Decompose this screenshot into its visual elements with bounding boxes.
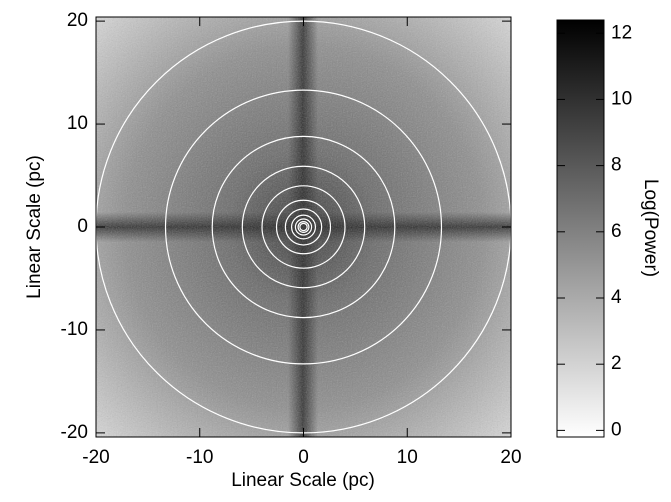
contour-circle — [299, 222, 308, 232]
colorbar-tick-label: 10 — [611, 88, 632, 109]
contour-circle — [164, 89, 443, 365]
x-tick-label: 0 — [298, 447, 309, 468]
y-axis-label: Linear Scale (pc) — [24, 155, 45, 299]
colorbar — [556, 19, 605, 438]
colorbar-tick-label: 6 — [611, 221, 622, 242]
colorbar-tick-label: 8 — [611, 155, 622, 176]
y-tick-label: 0 — [77, 216, 88, 237]
x-tick-label: 20 — [500, 447, 521, 468]
x-tick-label: -10 — [186, 447, 213, 468]
contour-circle — [211, 135, 396, 319]
colorbar-tick-label: 12 — [611, 22, 632, 43]
contour-circle — [241, 165, 366, 289]
contour-circle — [284, 208, 323, 246]
colorbar-tick-label: 0 — [611, 419, 622, 440]
y-tick-label: -10 — [61, 319, 88, 340]
y-tick-label: 20 — [67, 10, 88, 31]
x-tick-label: 10 — [397, 447, 418, 468]
contour-circle — [275, 199, 332, 255]
contour-circle — [290, 214, 317, 240]
contour-circle — [294, 218, 313, 236]
colorbar-tick-label: 4 — [611, 287, 622, 308]
contour-circle — [261, 185, 346, 269]
colorbar-tick-label: 2 — [611, 353, 622, 374]
y-tick-label: 10 — [67, 113, 88, 134]
y-tick-label: -20 — [61, 422, 88, 443]
colorbar-label: Log(Power) — [640, 179, 661, 277]
x-axis-label: Linear Scale (pc) — [231, 470, 375, 491]
contour-circle — [297, 221, 310, 233]
x-tick-label: -20 — [82, 447, 109, 468]
